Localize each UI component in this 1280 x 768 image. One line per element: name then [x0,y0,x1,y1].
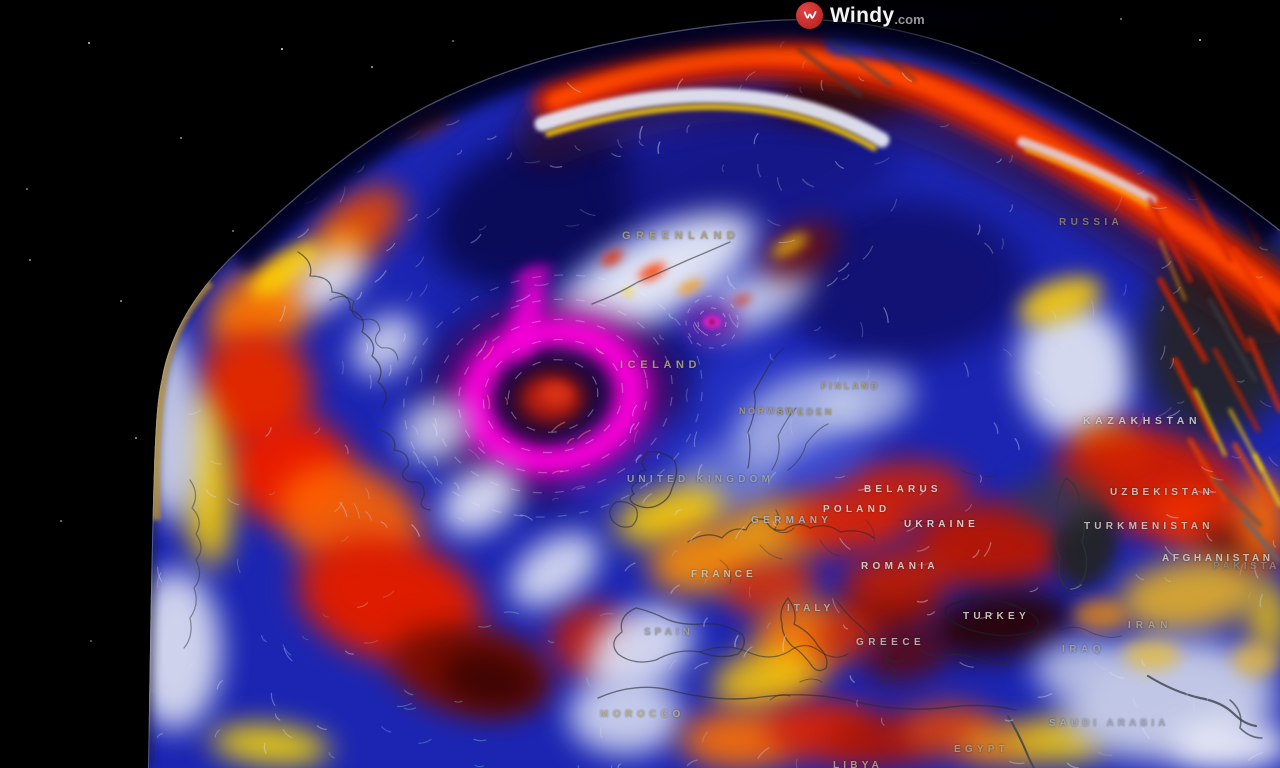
star [452,40,454,42]
star [281,48,283,50]
logo-text: Windy .com [830,4,925,28]
star [88,42,90,44]
star [180,137,182,139]
windy-badge-icon [796,2,823,29]
star [371,66,373,68]
star [135,437,137,439]
star [29,259,31,261]
star [90,640,92,642]
star [1120,18,1122,20]
windy-logo[interactable]: Windy .com [796,2,925,29]
star [60,520,62,522]
wind-swoosh-icon [803,10,816,19]
brand-name: Windy [830,3,895,27]
star [26,188,28,190]
brand-suffix: .com [894,11,925,27]
star [120,300,122,302]
star [1199,39,1201,41]
star [232,230,234,232]
